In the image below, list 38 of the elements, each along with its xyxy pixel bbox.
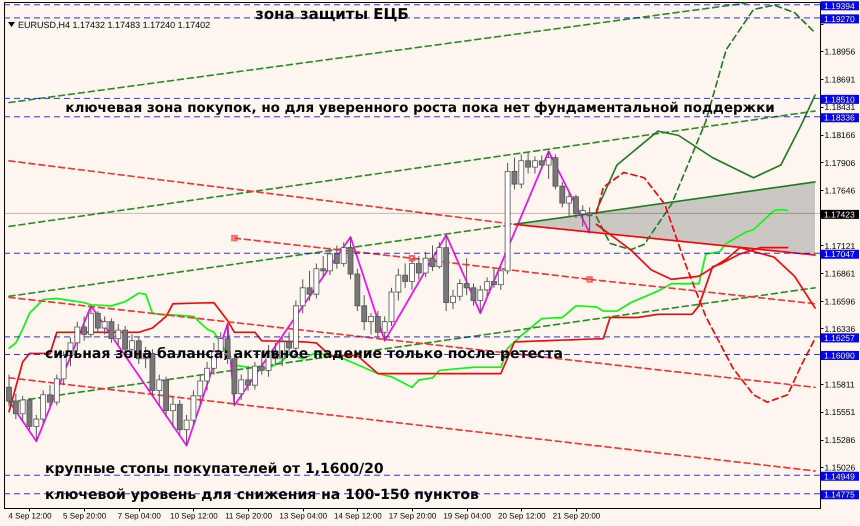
ref-line-label: 1.19270 bbox=[824, 14, 855, 24]
ref-line-label: 1.17047 bbox=[824, 249, 855, 260]
y-tick-label: 1.15286 bbox=[824, 435, 856, 446]
y-tick-label: 1.17121 bbox=[824, 240, 856, 251]
y-tick-label: 1.16596 bbox=[824, 296, 856, 306]
y-tick-label: 1.18691 bbox=[824, 74, 856, 85]
y-tick-label: 1.15551 bbox=[824, 407, 856, 418]
x-tick-label: 21 Sep 20:00 bbox=[552, 512, 601, 520]
text: EURUSD,H4 1.17432 1.17483 1.17240 1.17402 bbox=[18, 20, 210, 30]
x-tick-label: 17 Sep 20:00 bbox=[388, 512, 437, 520]
ref-line-label: 1.16090 bbox=[824, 350, 855, 361]
x-tick-label: 14 Sep 12:00 bbox=[334, 512, 382, 520]
ref-line-label: 1.14775 bbox=[824, 490, 855, 500]
x-tick-label: 5 Sep 20:00 bbox=[63, 512, 107, 520]
x-tick-label: 10 Sep 12:00 bbox=[170, 512, 218, 520]
y-tick-label: 1.18956 bbox=[824, 46, 856, 57]
y-tick-label: 1.17646 bbox=[824, 185, 856, 196]
y-tick-label: 1.15026 bbox=[824, 462, 856, 473]
ref-line-label: 1.16257 bbox=[824, 332, 855, 343]
ref-line-label: 1.14949 bbox=[824, 471, 855, 482]
x-tick-label: 11 Sep 20:00 bbox=[225, 512, 273, 520]
ref-line-label: 1.18336 bbox=[824, 112, 855, 123]
x-tick-label: 4 Sep 12:00 bbox=[8, 512, 52, 520]
y-tick-label: 1.18166 bbox=[824, 130, 856, 140]
x-tick-label: 7 Sep 04:00 bbox=[118, 512, 162, 520]
annotation: ключевая зона покупок, но для уверенного роста пока нет фундаментальной поддержки bbox=[65, 100, 775, 116]
ref-line-label: 1.19394 bbox=[824, 0, 855, 11]
ref-line-label: 1.17423 bbox=[824, 209, 855, 220]
y-tick-label: 1.15811 bbox=[824, 380, 855, 390]
y-tick-label: 1.16861 bbox=[824, 268, 856, 278]
ref-line-label: 1.18510 bbox=[824, 94, 855, 104]
x-tick-label: 20 Sep 12:00 bbox=[498, 512, 546, 520]
y-tick-label: 1.18431 bbox=[824, 102, 856, 112]
y-tick-label: 1.16336 bbox=[824, 324, 856, 334]
x-tick-label: 19 Sep 04:00 bbox=[443, 512, 492, 520]
annotation: крупные стопы покупателей от 1,1600/20 bbox=[45, 461, 384, 477]
y-tick-label: 1.17906 bbox=[824, 158, 856, 168]
x-tick-label: 13 Sep 04:00 bbox=[279, 512, 328, 520]
